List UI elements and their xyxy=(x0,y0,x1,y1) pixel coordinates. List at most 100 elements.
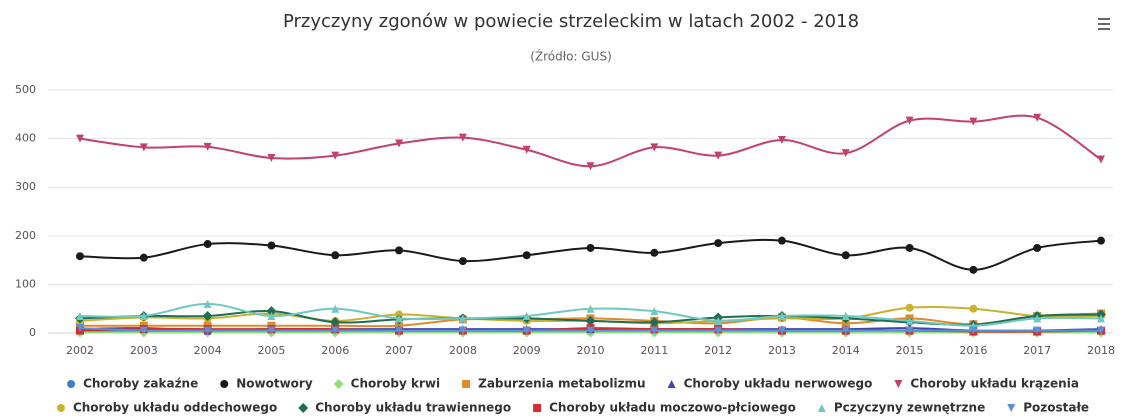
marker xyxy=(395,246,404,255)
marker xyxy=(667,380,676,388)
marker xyxy=(585,315,596,326)
marker xyxy=(202,310,213,321)
y-tick-label: 400 xyxy=(15,132,36,145)
marker xyxy=(905,326,914,335)
y-tick-label: 300 xyxy=(15,180,36,193)
marker xyxy=(139,253,148,262)
x-tick-label: 2017 xyxy=(1023,344,1051,357)
legend-item[interactable]: Choroby układu oddechowego xyxy=(56,401,277,415)
y-tick-label: 100 xyxy=(15,277,36,290)
marker xyxy=(586,304,595,313)
legend-item[interactable]: Zaburzenia metabolizmu xyxy=(462,377,646,391)
marker xyxy=(969,265,978,274)
marker xyxy=(650,143,659,152)
legend-item[interactable]: Pozostałe xyxy=(1007,401,1089,415)
legend-label: Choroby układu oddechowego xyxy=(73,401,277,415)
x-tick-label: 2007 xyxy=(385,344,413,357)
marker xyxy=(267,241,276,250)
x-tick-label: 2016 xyxy=(959,344,987,357)
x-tick-label: 2008 xyxy=(449,344,477,357)
x-tick-label: 2003 xyxy=(130,344,158,357)
marker xyxy=(841,311,850,320)
y-tick-label: 500 xyxy=(15,83,36,96)
legend-label: Choroby układu trawiennego xyxy=(315,401,511,415)
legend-item[interactable]: Pczyczyny zewnętrzne xyxy=(817,401,985,415)
legend-label: Nowotwory xyxy=(236,377,313,391)
marker xyxy=(1097,314,1105,323)
series-line xyxy=(79,114,1102,168)
marker xyxy=(522,326,531,335)
marker xyxy=(56,404,65,412)
legend-label: Choroby układu nerwowego xyxy=(684,377,873,391)
legend-item[interactable]: Choroby układu trawiennego xyxy=(298,401,511,415)
legend-item[interactable]: Choroby zakaźne xyxy=(67,377,198,391)
marker xyxy=(894,380,903,388)
x-tick-label: 2014 xyxy=(832,344,860,357)
x-tick-label: 2005 xyxy=(257,344,285,357)
marker xyxy=(267,154,276,163)
legend-item[interactable]: Choroby układu nerwowego xyxy=(667,377,873,391)
legend-item[interactable]: Choroby krwi xyxy=(333,377,440,391)
x-tick-label: 2012 xyxy=(704,344,732,357)
marker xyxy=(395,314,404,323)
chart-subtitle: (Źródło: GUS) xyxy=(530,49,612,64)
marker xyxy=(777,326,786,335)
marker xyxy=(395,326,404,335)
marker xyxy=(266,306,277,317)
marker xyxy=(969,304,978,313)
marker xyxy=(841,149,850,158)
marker xyxy=(650,307,659,316)
marker xyxy=(714,151,723,160)
marker xyxy=(76,134,84,143)
x-tick-label: 2010 xyxy=(577,344,605,357)
marker xyxy=(650,326,659,335)
marker xyxy=(586,326,595,335)
legend-label: Choroby układu moczowo-płciowego xyxy=(549,401,796,415)
legend-item[interactable]: Choroby układu moczowo-płciowego xyxy=(533,401,796,415)
legend-label: Pczyczyny zewnętrzne xyxy=(834,401,985,415)
marker xyxy=(76,252,84,261)
marker xyxy=(331,304,340,313)
x-tick-label: 2002 xyxy=(66,344,94,357)
marker xyxy=(522,145,531,154)
marker xyxy=(777,311,786,320)
marker xyxy=(714,326,723,335)
marker xyxy=(458,326,467,335)
marker xyxy=(905,116,914,125)
marker xyxy=(203,240,212,249)
marker xyxy=(139,326,148,335)
marker xyxy=(969,117,978,126)
marker xyxy=(1033,243,1042,252)
marker xyxy=(267,311,276,320)
marker xyxy=(1033,113,1042,122)
marker xyxy=(533,404,542,412)
series-line xyxy=(80,312,1102,328)
legend-label: Pozostałe xyxy=(1023,401,1089,415)
y-tick-label: 200 xyxy=(15,229,36,242)
marker xyxy=(1097,326,1105,335)
marker xyxy=(298,403,309,413)
menu-icon[interactable] xyxy=(1098,18,1110,30)
marker xyxy=(220,380,229,388)
x-tick-label: 2013 xyxy=(768,344,796,357)
legend-item[interactable]: Choroby układu krązenia xyxy=(894,377,1079,391)
x-tick-label: 2006 xyxy=(321,344,349,357)
legend-label: Choroby układu krązenia xyxy=(910,377,1079,391)
marker xyxy=(522,251,531,260)
marker xyxy=(331,251,340,260)
marker xyxy=(586,162,595,171)
legend-item[interactable]: Nowotwory xyxy=(220,377,313,391)
legend-label: Choroby krwi xyxy=(351,377,440,391)
marker xyxy=(1033,314,1042,323)
marker xyxy=(714,316,723,325)
x-tick-label: 2004 xyxy=(194,344,222,357)
marker xyxy=(139,143,148,152)
marker xyxy=(777,136,786,145)
marker xyxy=(841,251,850,260)
marker xyxy=(458,133,467,142)
marker xyxy=(841,326,850,335)
marker xyxy=(331,326,340,335)
marker xyxy=(462,380,471,388)
marker xyxy=(817,404,826,412)
